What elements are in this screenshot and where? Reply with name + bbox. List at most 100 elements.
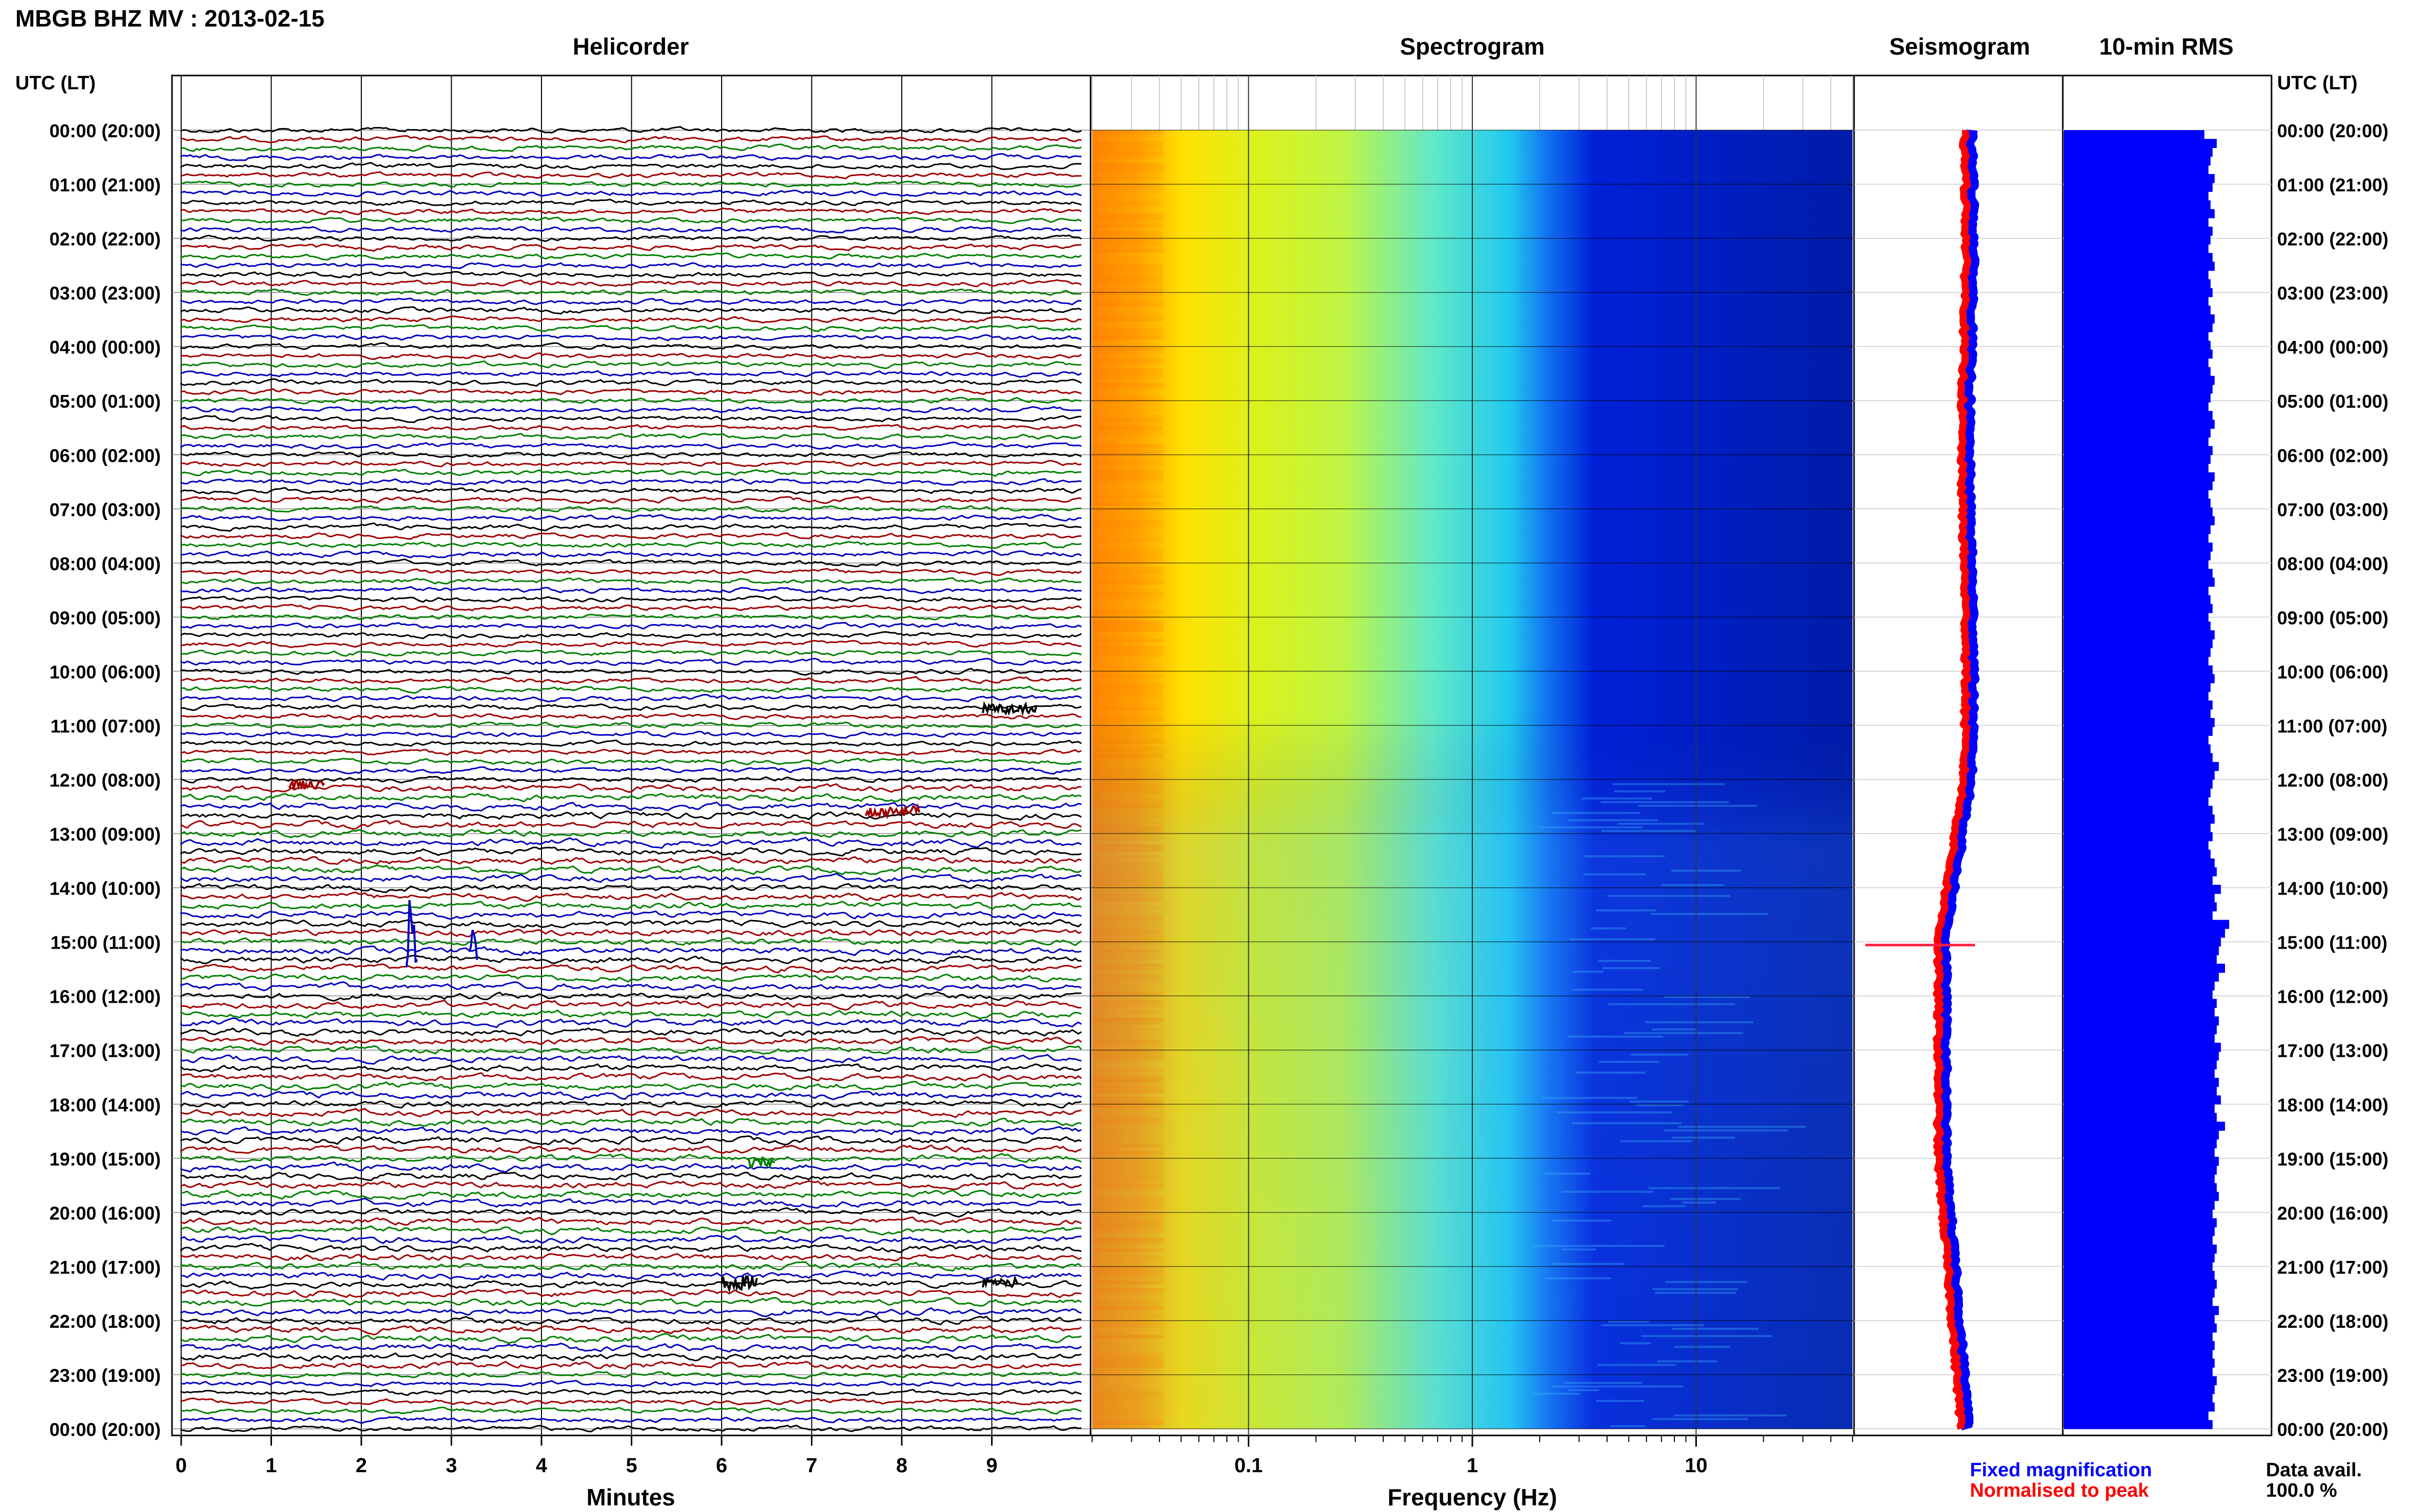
helicorder-trace-row xyxy=(180,1081,1082,1092)
spectrogram-low-band xyxy=(1092,1122,1164,1126)
spectrogram-low-band xyxy=(1092,1194,1164,1198)
rms-bar xyxy=(2064,419,2215,429)
spectrogram-low-band xyxy=(1092,946,1164,949)
helicorder-trace-row xyxy=(180,441,1082,450)
spectrogram-low-band xyxy=(1092,505,1164,509)
rms-bar xyxy=(2064,823,2211,833)
rms-bar xyxy=(2064,1306,2219,1316)
right-hour-label: 09:00 (05:00) xyxy=(2277,607,2388,628)
helicorder-event xyxy=(721,1275,758,1294)
spectrogram-low-band xyxy=(1092,718,1164,722)
spectrogram-streak xyxy=(1583,873,1646,876)
spectrogram-low-band xyxy=(1092,902,1164,906)
spectrogram-low-band xyxy=(1092,1136,1164,1141)
helicorder-trace-row xyxy=(180,1360,1082,1370)
rms-bar xyxy=(2064,604,2213,613)
spectrogram-low-band xyxy=(1092,870,1164,874)
figure-title: MBGB BHZ MV : 2013-02-15 xyxy=(15,5,325,32)
spectrogram-low-band xyxy=(1092,411,1164,415)
spectrogram-low-band xyxy=(1092,343,1164,346)
helicorder-trace-row xyxy=(180,676,1082,684)
rms-bar xyxy=(2064,244,2209,254)
right-hour-label: 01:00 (21:00) xyxy=(2277,175,2388,195)
helicorder-trace-row xyxy=(180,522,1082,532)
spectrogram-low-band xyxy=(1092,466,1164,469)
spectrogram-low-band xyxy=(1092,549,1164,553)
spectrogram-low-band xyxy=(1092,1274,1164,1277)
helicorder-trace-row xyxy=(180,936,1082,947)
helicorder-trace-row xyxy=(180,261,1082,269)
rms-bar xyxy=(2064,990,2213,999)
helicorder-trace-row xyxy=(180,226,1082,234)
spectrogram-low-band xyxy=(1092,891,1164,895)
helicorder-panel: 0 1 2 3 4 5 6 7 8 9 Minutes xyxy=(171,75,1092,1510)
spectrogram-low-band xyxy=(1092,916,1164,921)
rms-bar xyxy=(2064,525,2211,534)
spectrogram-low-band xyxy=(1092,729,1164,733)
spectrogram-low-band xyxy=(1092,1266,1164,1270)
helicorder-trace-row xyxy=(180,513,1082,522)
rms-bar xyxy=(2064,779,2213,789)
helicorder-trace-row xyxy=(180,460,1082,467)
spectrogram-low-band xyxy=(1092,1378,1164,1382)
spectrogram-low-band xyxy=(1092,1400,1164,1404)
spectrogram-streak xyxy=(1664,996,1750,998)
data-avail-value: 100.0 % xyxy=(2266,1480,2337,1501)
rms-bar xyxy=(2064,235,2211,245)
spectrogram-low-band xyxy=(1092,1220,1164,1223)
spectrogram-streak xyxy=(1642,1205,1686,1207)
spectrogram-low-band xyxy=(1092,1328,1164,1331)
spectrogram-low-band xyxy=(1092,263,1164,267)
spectrogram-streak xyxy=(1572,1122,1682,1125)
spectrogram-low-band xyxy=(1092,1094,1164,1097)
helicorder-trace-row xyxy=(180,622,1082,631)
spectrogram-low-band xyxy=(1092,812,1164,816)
rms-bar xyxy=(2064,683,2211,692)
spectrogram-low-band xyxy=(1092,981,1164,985)
rms-bar xyxy=(2064,1025,2217,1034)
spectrogram-low-band xyxy=(1092,177,1164,181)
spectrogram-low-band xyxy=(1092,480,1164,484)
helicorder-trace-row xyxy=(180,1036,1082,1046)
spectrogram-low-band xyxy=(1092,779,1164,783)
spectrogram-streak xyxy=(1620,1140,1692,1143)
spectrogram-low-band xyxy=(1092,632,1164,635)
rms-bar xyxy=(2064,261,2215,271)
rms-bar xyxy=(2064,1420,2213,1429)
spectrogram-low-band xyxy=(1092,1313,1164,1317)
spectrogram-low-band xyxy=(1092,1335,1164,1339)
helicorder-trace-row xyxy=(180,1325,1082,1335)
spectrogram-low-band xyxy=(1092,433,1164,437)
spectrogram-low-band xyxy=(1092,689,1164,693)
spectrogram-low-band xyxy=(1092,1035,1164,1039)
helicorder-trace-row xyxy=(180,730,1082,739)
spectrogram-low-band xyxy=(1092,256,1164,260)
rms-bar xyxy=(2064,1315,2215,1324)
helicorder-trace-row xyxy=(180,1054,1082,1065)
spectrogram-low-band xyxy=(1092,1208,1164,1212)
spectrogram-streak xyxy=(1601,830,1696,832)
left-hour-label: 07:00 (03:00) xyxy=(50,499,161,520)
spectrogram-low-band xyxy=(1092,1234,1164,1237)
helicorder-trace-row xyxy=(180,1261,1082,1272)
spectrogram-low-band xyxy=(1092,1191,1164,1194)
spectrogram-low-band xyxy=(1092,169,1164,173)
helicorder-trace-row xyxy=(180,954,1082,965)
spectrogram-low-band xyxy=(1092,1425,1164,1429)
helicorder-trace-row xyxy=(180,693,1082,703)
helicorder-trace-row xyxy=(180,1090,1082,1101)
seismogram-normalised-trace xyxy=(1933,130,1971,1430)
spectrogram-low-band xyxy=(1092,776,1164,780)
spectrogram-low-band xyxy=(1092,844,1164,848)
spectrogram-low-band xyxy=(1092,339,1164,343)
helicorder-trace-row xyxy=(181,541,1082,549)
spectrogram-low-band xyxy=(1092,523,1164,527)
spectrogram-low-band xyxy=(1092,1176,1164,1180)
helicorder-trace-row xyxy=(180,828,1082,838)
helicorder-trace-row xyxy=(180,1099,1082,1109)
rms-bar xyxy=(2064,1332,2213,1342)
rms-bar xyxy=(2064,1060,2217,1070)
helicorder-trace-row xyxy=(180,810,1082,821)
left-hour-label: 16:00 (12:00) xyxy=(50,986,161,1007)
